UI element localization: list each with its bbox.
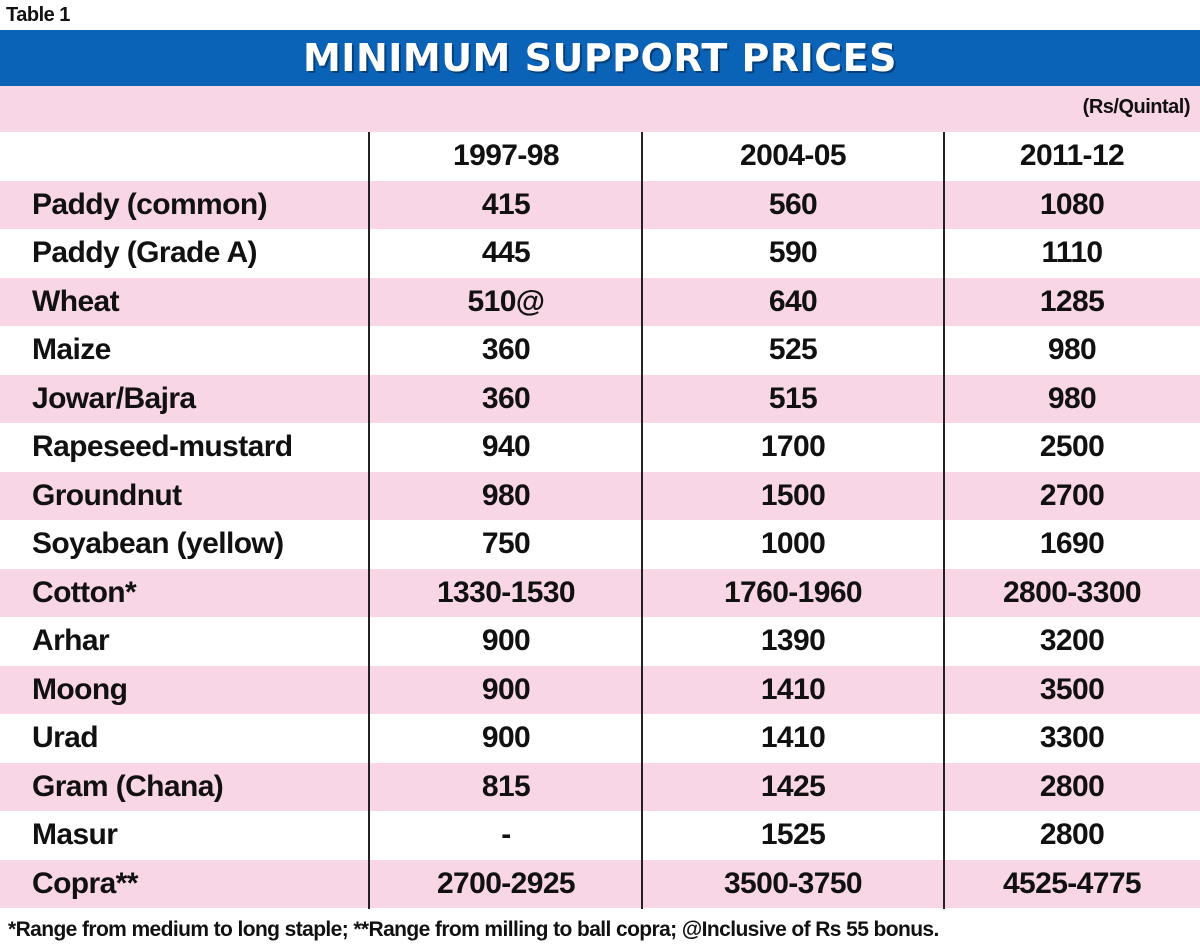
column-header: 2004-05	[740, 139, 847, 173]
crop-name-cell: Urad	[32, 721, 99, 755]
header-blank-cell	[0, 132, 370, 181]
table-row: Moong 900 1410 3500	[0, 665, 1200, 714]
price-cell: 1425	[760, 769, 826, 803]
table-row: Copra** 2700-2925 3500-3750 4525-4775	[0, 859, 1200, 908]
price-cell: 360	[481, 381, 531, 415]
price-cell: 1285	[1039, 284, 1105, 318]
unit-bar: (Rs/Quintal)	[0, 86, 1200, 132]
column-divider	[368, 132, 370, 909]
table-row: Paddy (Grade A) 445 590 1110	[0, 229, 1200, 278]
crop-name-cell: Maize	[32, 333, 111, 367]
price-cell: 2800	[1039, 818, 1105, 852]
price-cell: 2700	[1039, 478, 1105, 512]
table-row: Soyabean (yellow) 750 1000 1690	[0, 520, 1200, 569]
price-cell: 515	[768, 381, 818, 415]
price-cell: 3500	[1039, 672, 1105, 706]
table-row: Paddy (common) 415 560 1080	[0, 180, 1200, 229]
table-row: Groundnut 980 1500 2700	[0, 471, 1200, 520]
footnote: *Range from medium to long staple; **Ran…	[8, 918, 939, 941]
table-title: MINIMUM SUPPORT PRICES	[302, 36, 897, 80]
table-row: Cotton* 1330-1530 1760-1960 2800-3300	[0, 568, 1200, 617]
table-row: Urad 900 1410 3300	[0, 714, 1200, 763]
price-cell: 940	[481, 430, 531, 464]
column-divider	[641, 132, 643, 909]
table-row: Masur - 1525 2800	[0, 811, 1200, 860]
price-cell: 2800-3300	[1002, 575, 1142, 609]
crop-name-cell: Cotton*	[32, 575, 137, 609]
price-cell: 3500-3750	[723, 866, 863, 900]
table-row: Jowar/Bajra 360 515 980	[0, 374, 1200, 423]
price-cell: 1760-1960	[723, 575, 863, 609]
price-cell: 900	[481, 672, 531, 706]
crop-name-cell: Gram (Chana)	[32, 769, 224, 803]
table-header-row: 1997-98 2004-05 2011-12	[0, 132, 1200, 181]
price-cell: 2500	[1039, 430, 1105, 464]
price-cell: 1700	[760, 430, 826, 464]
crop-name-cell: Groundnut	[32, 478, 182, 512]
price-cell: 980	[1047, 333, 1097, 367]
price-cell: 1110	[1041, 236, 1103, 270]
unit-label: (Rs/Quintal)	[1082, 96, 1191, 118]
price-cell: 1500	[760, 478, 826, 512]
price-cell: -	[501, 818, 511, 852]
price-cell: 560	[768, 187, 818, 221]
table-row: Wheat 510@ 640 1285	[0, 277, 1200, 326]
price-cell: 900	[481, 624, 531, 658]
price-cell: 590	[768, 236, 818, 270]
price-cell: 525	[768, 333, 818, 367]
price-cell: 1330-1530	[436, 575, 576, 609]
price-cell: 900	[481, 721, 531, 755]
column-divider	[943, 132, 945, 909]
price-cell: 750	[481, 527, 531, 561]
price-cell: 1690	[1039, 527, 1105, 561]
crop-name-cell: Moong	[32, 672, 128, 706]
price-cell: 980	[1047, 381, 1097, 415]
price-cell: 510@	[467, 284, 546, 318]
crop-name-cell: Arhar	[32, 624, 110, 658]
price-cell: 1525	[760, 818, 826, 852]
crop-name-cell: Jowar/Bajra	[32, 381, 196, 415]
price-cell: 1410	[760, 672, 826, 706]
price-cell: 815	[481, 769, 531, 803]
table-row: Arhar 900 1390 3200	[0, 617, 1200, 666]
price-cell: 980	[481, 478, 531, 512]
price-cell: 2700-2925	[436, 866, 576, 900]
price-cell: 640	[768, 284, 818, 318]
crop-name-cell: Rapeseed-mustard	[32, 430, 293, 464]
price-table: 1997-98 2004-05 2011-12 Paddy (common) 41…	[0, 132, 1200, 909]
title-banner: MINIMUM SUPPORT PRICES	[0, 30, 1200, 86]
price-cell: 1000	[760, 527, 826, 561]
crop-name-cell: Paddy (common)	[32, 187, 268, 221]
column-header: 1997-98	[453, 139, 560, 173]
price-cell: 4525-4775	[1002, 866, 1142, 900]
table-row: Gram (Chana) 815 1425 2800	[0, 762, 1200, 811]
price-cell: 3300	[1039, 721, 1105, 755]
crop-name-cell: Copra**	[32, 866, 138, 900]
table-label: Table 1	[6, 4, 70, 26]
price-cell: 445	[481, 236, 531, 270]
price-cell: 415	[481, 187, 531, 221]
price-cell: 1390	[760, 624, 826, 658]
crop-name-cell: Wheat	[32, 284, 120, 318]
column-header: 2011-12	[1019, 139, 1125, 173]
table-row: Maize 360 525 980	[0, 326, 1200, 375]
crop-name-cell: Paddy (Grade A)	[32, 236, 258, 270]
price-cell: 360	[481, 333, 531, 367]
price-cell: 1410	[760, 721, 826, 755]
crop-name-cell: Masur	[32, 818, 118, 852]
table-row: Rapeseed-mustard 940 1700 2500	[0, 423, 1200, 472]
price-cell: 3200	[1039, 624, 1105, 658]
crop-name-cell: Soyabean (yellow)	[32, 527, 284, 561]
price-cell: 2800	[1039, 769, 1105, 803]
price-cell: 1080	[1039, 187, 1105, 221]
